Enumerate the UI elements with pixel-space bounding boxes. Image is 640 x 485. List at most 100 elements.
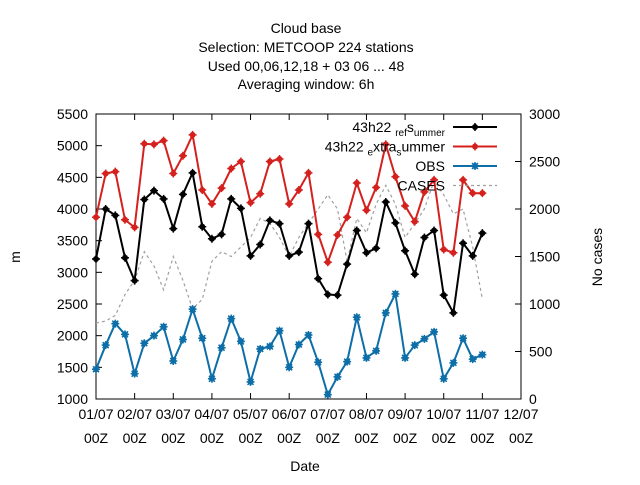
data-point-43h22-extra-summer-dot bbox=[382, 141, 389, 148]
y-tick-label: 4500 bbox=[57, 169, 88, 185]
data-point-obs-dot bbox=[199, 335, 206, 342]
data-point-43h22-ref-summer-dot bbox=[479, 230, 486, 237]
data-point-obs-dot bbox=[373, 347, 380, 354]
data-point-43h22-ref-summer-dot bbox=[102, 206, 109, 212]
data-point-43h22-extra-summer-dot bbox=[266, 158, 273, 165]
data-point-43h22-extra-summer-dot bbox=[141, 140, 148, 147]
series-line-obs bbox=[95, 290, 483, 398]
x-tick-label-hour: 00Z bbox=[200, 430, 225, 446]
data-point-43h22-extra-summer-dot bbox=[257, 190, 264, 197]
data-point-43h22-extra-summer-dot bbox=[411, 218, 418, 225]
data-point-43h22-extra-summer-dot bbox=[276, 155, 283, 162]
y-tick-label: 2500 bbox=[57, 296, 88, 312]
y2-tick-label: 0 bbox=[529, 391, 537, 407]
data-point-43h22-ref-summer-dot bbox=[295, 249, 302, 256]
data-point-obs-dot bbox=[218, 344, 225, 351]
data-point-43h22-ref-summer-dot bbox=[276, 220, 283, 227]
data-point-43h22-extra-summer-dot bbox=[179, 152, 186, 159]
data-point-43h22-ref-summer-dot bbox=[315, 275, 322, 282]
data-point-obs-dot bbox=[257, 345, 264, 352]
data-point-43h22-ref-summer-dot bbox=[257, 241, 264, 248]
data-point-43h22-ref-summer-dot bbox=[247, 252, 254, 259]
plot-frame bbox=[95, 113, 522, 400]
data-point-43h22-extra-summer-dot bbox=[93, 214, 99, 221]
data-point-obs-dot bbox=[382, 309, 389, 316]
legend-marker-obs-dot bbox=[472, 163, 478, 169]
y-tick-label: 1000 bbox=[57, 391, 88, 407]
data-point-obs-dot bbox=[334, 373, 341, 380]
data-point-43h22-extra-summer-dot bbox=[324, 259, 331, 266]
data-point-obs-dot bbox=[276, 327, 283, 334]
data-point-43h22-extra-summer-dot bbox=[228, 165, 235, 172]
data-point-obs-dot bbox=[179, 336, 186, 343]
data-point-43h22-ref-summer-dot bbox=[199, 223, 206, 230]
data-point-43h22-extra-summer-dot bbox=[112, 168, 119, 175]
data-point-obs-dot bbox=[460, 335, 467, 342]
data-point-43h22-ref-summer-dot bbox=[373, 245, 380, 252]
data-point-43h22-ref-summer-dot bbox=[170, 225, 177, 232]
data-point-43h22-ref-summer-dot bbox=[189, 169, 196, 176]
legend-marker-43h22-ref-summer-dot bbox=[472, 124, 478, 130]
data-point-43h22-ref-summer-dot bbox=[382, 199, 389, 206]
data-point-43h22-extra-summer-dot bbox=[237, 158, 244, 165]
data-point-43h22-ref-summer-dot bbox=[344, 261, 351, 268]
x-tick-label-date: 11/07 bbox=[465, 406, 499, 422]
legend-label-43h22-ref-summer: 43h22 refsummer bbox=[352, 119, 445, 139]
x-tick-label-hour: 00Z bbox=[393, 430, 418, 446]
data-point-43h22-ref-summer-dot bbox=[305, 220, 312, 227]
data-point-43h22-ref-summer-dot bbox=[402, 247, 409, 254]
axes: 1000150020002500300035004000450050005500… bbox=[57, 106, 561, 446]
chart-title-line-4: Averaging window: 6h bbox=[238, 76, 375, 92]
data-point-obs-dot bbox=[402, 354, 409, 361]
x-tick-label-hour: 00Z bbox=[316, 430, 341, 446]
x-tick-label-date: 08/07 bbox=[349, 406, 384, 422]
data-point-43h22-ref-summer-dot bbox=[237, 205, 244, 212]
x-tick-label-date: 07/07 bbox=[310, 406, 345, 422]
x-tick-label-date: 01/07 bbox=[78, 406, 113, 422]
x-tick-label-hour: 00Z bbox=[509, 430, 534, 446]
data-point-43h22-extra-summer-dot bbox=[286, 200, 293, 207]
data-point-43h22-extra-summer-dot bbox=[315, 231, 322, 238]
data-point-43h22-extra-summer-dot bbox=[363, 207, 370, 214]
data-point-obs-dot bbox=[450, 359, 457, 366]
data-point-43h22-extra-summer-dot bbox=[431, 176, 438, 183]
x-tick-label-hour: 00Z bbox=[161, 430, 186, 446]
data-point-43h22-ref-summer-dot bbox=[228, 195, 235, 202]
data-point-43h22-extra-summer-dot bbox=[353, 180, 360, 187]
data-point-43h22-extra-summer-dot bbox=[121, 216, 128, 223]
data-point-43h22-extra-summer-dot bbox=[295, 187, 302, 193]
data-point-43h22-ref-summer-dot bbox=[131, 277, 138, 284]
x-tick-label-date: 02/07 bbox=[117, 406, 152, 422]
data-point-43h22-extra-summer-dot bbox=[170, 170, 177, 177]
data-point-43h22-extra-summer-dot bbox=[160, 137, 167, 144]
data-point-obs-dot bbox=[324, 391, 331, 398]
legend-label-obs: OBS bbox=[415, 158, 445, 174]
data-point-43h22-ref-summer-dot bbox=[150, 187, 157, 194]
data-point-43h22-extra-summer-dot bbox=[247, 199, 254, 206]
data-point-43h22-ref-summer-dot bbox=[93, 256, 99, 263]
data-point-obs-dot bbox=[150, 332, 157, 339]
legend-marker-43h22-extra-summer-dot bbox=[472, 143, 478, 150]
data-point-43h22-ref-summer-dot bbox=[353, 227, 360, 234]
data-point-obs-dot bbox=[131, 370, 138, 377]
y2-tick-label: 1000 bbox=[529, 296, 560, 312]
chart-title-line-3: Used 00,06,12,18 + 03 06 ... 48 bbox=[208, 58, 405, 74]
y2-tick-label: 2500 bbox=[529, 154, 560, 170]
data-point-obs-dot bbox=[344, 358, 351, 365]
legend-label-cases: CASES bbox=[398, 178, 445, 194]
data-point-43h22-ref-summer-dot bbox=[160, 195, 167, 202]
data-point-obs-dot bbox=[286, 364, 293, 371]
data-point-43h22-extra-summer-dot bbox=[460, 176, 467, 183]
data-point-43h22-ref-summer-dot bbox=[324, 291, 331, 298]
data-point-43h22-extra-summer-dot bbox=[469, 190, 476, 197]
data-point-obs-dot bbox=[392, 290, 399, 297]
data-point-43h22-ref-summer-dot bbox=[286, 252, 293, 259]
x-tick-label-hour: 00Z bbox=[123, 430, 148, 446]
x-tick-label-hour: 00Z bbox=[277, 430, 302, 446]
chart-title-line-1: Cloud base bbox=[271, 20, 342, 36]
data-point-obs-dot bbox=[315, 359, 322, 366]
data-point-obs-dot bbox=[121, 331, 128, 338]
x-tick-label-date: 06/07 bbox=[272, 406, 307, 422]
